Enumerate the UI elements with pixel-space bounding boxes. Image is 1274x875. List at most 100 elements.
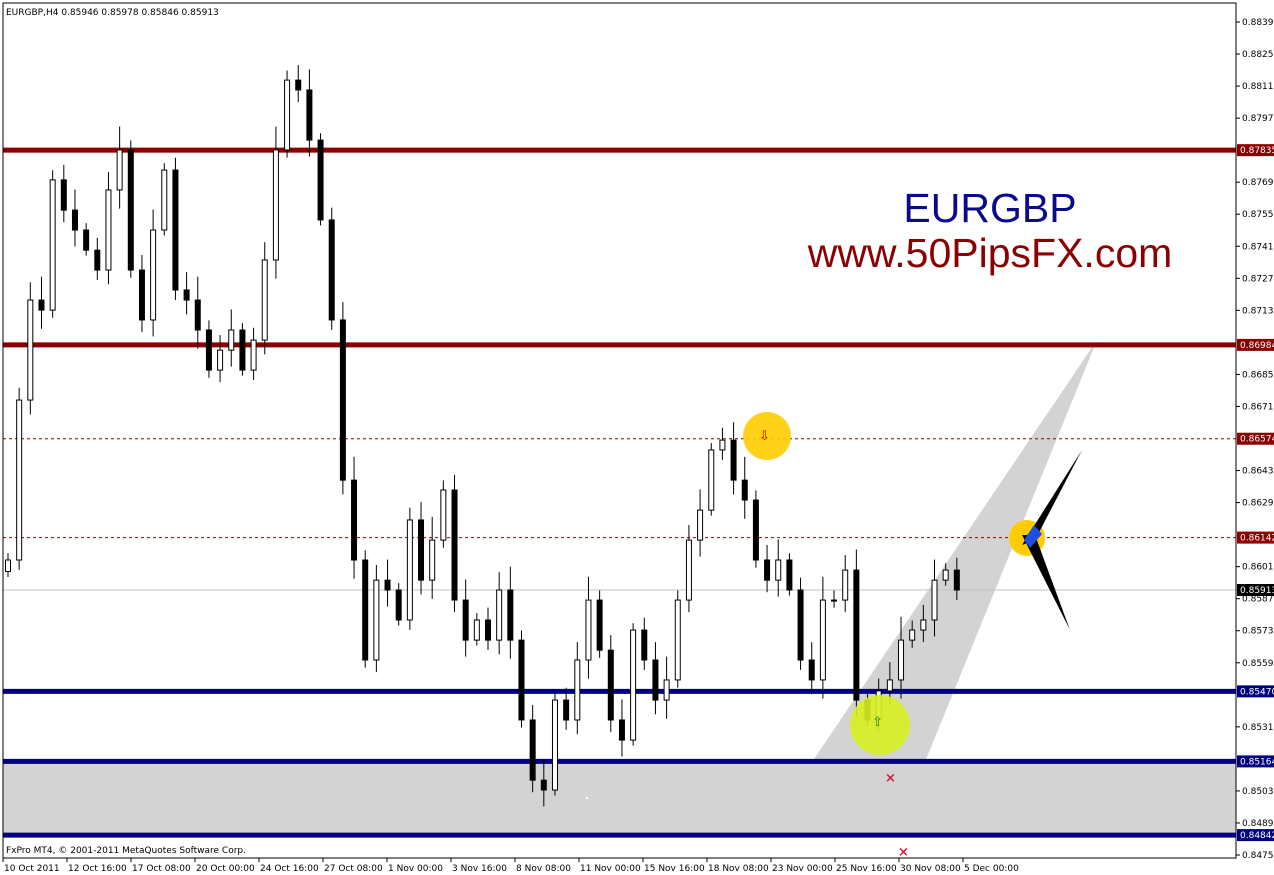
candle bbox=[652, 642, 659, 715]
candle-body bbox=[618, 719, 625, 741]
candle bbox=[708, 443, 715, 516]
candle bbox=[451, 474, 458, 613]
candle-body bbox=[362, 559, 369, 661]
chart-header: EURGBP,H4 0.85946 0.85978 0.85846 0.8591… bbox=[6, 8, 219, 18]
candle-body bbox=[306, 89, 313, 141]
copyright: FxPro MT4, © 2001-2011 MetaQuotes Softwa… bbox=[6, 846, 246, 856]
candle-body bbox=[674, 599, 681, 681]
candle-body bbox=[607, 649, 614, 721]
candle-body bbox=[418, 519, 425, 581]
price-label-bg bbox=[1237, 755, 1274, 768]
candle-body bbox=[741, 479, 748, 501]
candle bbox=[116, 126, 123, 209]
candle-body bbox=[384, 579, 391, 591]
cross-icon: × bbox=[885, 771, 896, 786]
candle bbox=[351, 456, 358, 579]
candle-body bbox=[898, 639, 905, 681]
candle bbox=[60, 164, 67, 223]
candle bbox=[284, 70, 291, 158]
candle bbox=[440, 480, 447, 548]
candle-body bbox=[373, 579, 380, 661]
candle bbox=[317, 133, 324, 226]
candle-body bbox=[295, 79, 302, 91]
down-arrow-icon: ⇩ bbox=[759, 429, 770, 444]
candle-body bbox=[853, 569, 860, 701]
candle-body bbox=[138, 269, 145, 321]
x-tick-label: 8 Nov 08:00 bbox=[516, 864, 571, 874]
candle bbox=[127, 140, 134, 278]
candle bbox=[529, 704, 536, 793]
candle bbox=[172, 157, 179, 300]
candle-body bbox=[27, 299, 34, 401]
zone-fill bbox=[3, 761, 1236, 836]
y-tick-label: 0.88255 bbox=[1242, 50, 1274, 60]
candle-body bbox=[596, 599, 603, 651]
candle bbox=[574, 642, 581, 735]
price-label: 0.85470 bbox=[1240, 687, 1274, 697]
candle-body bbox=[94, 249, 101, 271]
candle bbox=[473, 613, 480, 646]
x-tick-label: 18 Nov 08:00 bbox=[708, 864, 769, 874]
candle bbox=[618, 699, 625, 757]
candle bbox=[685, 525, 692, 613]
candle-body bbox=[797, 589, 804, 661]
y-tick-label: 0.87275 bbox=[1242, 274, 1274, 284]
candle-body bbox=[931, 579, 938, 621]
candle bbox=[38, 276, 45, 329]
x-tick-label: 25 Nov 16:00 bbox=[836, 864, 897, 874]
y-tick-label: 0.85735 bbox=[1242, 627, 1274, 637]
candle-body bbox=[819, 599, 826, 681]
projection-arrow-up bbox=[1022, 450, 1082, 545]
candle bbox=[384, 559, 391, 607]
candle-body bbox=[485, 619, 491, 641]
candle-body bbox=[752, 499, 759, 561]
candle bbox=[953, 557, 960, 600]
candle-body bbox=[183, 289, 190, 301]
plot-border bbox=[2, 2, 1237, 859]
y-tick-label: 0.85035 bbox=[1242, 787, 1274, 797]
candle bbox=[563, 687, 570, 730]
candle-body bbox=[909, 629, 916, 641]
candle-body bbox=[161, 169, 168, 231]
candle bbox=[931, 559, 938, 637]
candle-body bbox=[920, 619, 927, 631]
candle-body bbox=[328, 219, 335, 321]
candle-body bbox=[775, 559, 782, 581]
x-tick-label: 1 Nov 00:00 bbox=[388, 864, 443, 874]
candle bbox=[942, 563, 949, 586]
candle-body bbox=[886, 679, 893, 692]
candle bbox=[507, 566, 514, 659]
trend-channel bbox=[812, 340, 1097, 762]
candle bbox=[607, 635, 614, 733]
candle-body bbox=[652, 659, 659, 701]
y-tick-label: 0.87695 bbox=[1242, 178, 1274, 188]
marker-dot bbox=[586, 797, 588, 799]
y-tick-label: 0.87135 bbox=[1242, 306, 1274, 316]
candle bbox=[831, 590, 838, 608]
candle-body bbox=[49, 179, 56, 311]
candle-body bbox=[786, 559, 793, 591]
candle-body bbox=[574, 659, 581, 721]
candle-body bbox=[16, 399, 23, 561]
candle-body bbox=[942, 569, 949, 581]
symbol-annotation: EURGBP bbox=[903, 185, 1076, 231]
candle-body bbox=[217, 349, 224, 371]
candle bbox=[898, 616, 905, 699]
price-label-bg bbox=[1237, 531, 1274, 544]
candle-body bbox=[697, 509, 704, 541]
candle-body bbox=[518, 639, 525, 721]
candle-body bbox=[641, 629, 648, 661]
candle-body bbox=[172, 169, 179, 291]
y-tick-label: 0.86435 bbox=[1242, 467, 1274, 477]
candle bbox=[786, 553, 793, 596]
candle bbox=[250, 327, 257, 380]
price-axis: 0.88395 0.88255 0.88115 0.87975 0.87695 0.875… bbox=[1236, 18, 1274, 861]
candle bbox=[395, 583, 402, 626]
x-tick-label: 5 Dec 00:00 bbox=[964, 864, 1019, 874]
time-axis: 10 Oct 2011 12 Oct 16:00 17 Oct 08:00 20 Oc… bbox=[2, 858, 1019, 874]
y-tick-label: 0.84755 bbox=[1242, 851, 1274, 861]
candle bbox=[49, 170, 56, 318]
candle bbox=[540, 759, 547, 807]
candle bbox=[764, 544, 771, 593]
